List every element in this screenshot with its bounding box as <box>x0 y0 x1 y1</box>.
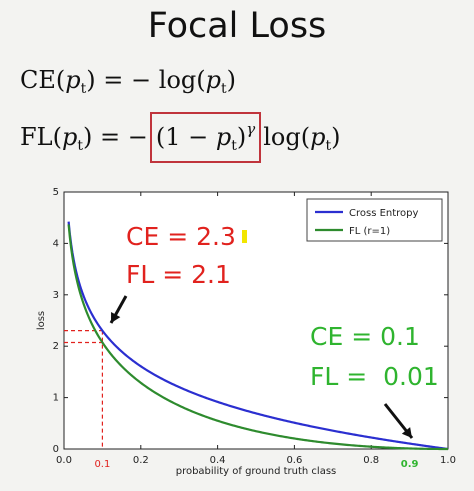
modulating-factor-box: (1 − pt)γ <box>149 112 262 163</box>
fl-box-sub: t <box>231 138 237 154</box>
x-tick-label: 1.0 <box>440 455 456 466</box>
y-tick-label: 4 <box>53 238 59 249</box>
ce-lhs-arg: p <box>65 66 81 94</box>
fl-box-arg: p <box>215 123 232 151</box>
arrow-low-loss-head <box>401 427 412 438</box>
marked-x-label-0: 0.1 <box>94 459 110 470</box>
fl-log-open: log( <box>263 123 311 151</box>
legend-label-0: Cross Entropy <box>349 208 419 219</box>
legend-box <box>306 198 443 242</box>
annotation-ce-high-text: CE = 2.3 <box>126 222 236 251</box>
ce-lhs: CE <box>20 66 56 94</box>
annotation-ce-high: CE = 2.3 <box>126 222 247 251</box>
x-tick-label: 0.2 <box>133 455 149 466</box>
annotation-fl-low: FL = 0.01 <box>310 362 439 391</box>
ce-rhs: − log( <box>131 66 206 94</box>
page-title: Focal Loss <box>147 6 327 46</box>
ce-equals: = <box>103 66 124 94</box>
gamma-exponent: γ <box>246 120 256 138</box>
fl-minus: − <box>127 123 148 151</box>
x-tick-label: 0.6 <box>286 455 302 466</box>
y-tick-label: 1 <box>53 393 59 404</box>
ce-rhs-sub: t <box>221 81 227 97</box>
ce-lhs-sub: t <box>80 81 87 97</box>
legend-label-1: FL (r=1) <box>349 226 390 237</box>
fl-equals: = <box>99 123 121 151</box>
ce-equation: CE(pt) = − log(pt) <box>20 66 237 97</box>
fl-log-sub: t <box>325 138 332 154</box>
fl-log-close: ) <box>331 123 341 151</box>
annotation-fl-high: FL = 2.1 <box>126 260 231 289</box>
fl-lhs-sub: t <box>77 138 83 154</box>
y-tick-label: 2 <box>53 341 59 352</box>
series-line-0 <box>67 221 449 451</box>
y-axis-label: loss <box>36 311 47 330</box>
x-tick-label: 0.0 <box>56 455 72 466</box>
arrow-high-loss-head <box>111 312 121 323</box>
x-axis-label: probability of ground truth class <box>176 466 337 477</box>
y-tick-label: 0 <box>53 444 59 455</box>
x-tick-label: 0.4 <box>210 455 226 466</box>
ce-rhs-arg: p <box>205 66 221 94</box>
fl-box-open: (1 − <box>155 123 216 151</box>
highlight-mark <box>241 230 247 243</box>
fl-box-close: ) <box>236 123 247 151</box>
fl-equation: FL(pt) = − (1 − pt)γ log(pt) <box>20 112 340 163</box>
y-tick-label: 5 <box>53 187 59 198</box>
x-tick-label: 0.8 <box>363 455 379 466</box>
fl-log-arg: p <box>310 123 326 151</box>
fl-lhs: FL <box>20 123 53 151</box>
ce-rhs-close: ) <box>226 66 237 94</box>
annotation-ce-low: CE = 0.1 <box>310 322 420 351</box>
y-tick-label: 3 <box>53 290 59 301</box>
series-line-1 <box>67 224 448 451</box>
marked-x-label-1: 0.9 <box>401 459 419 470</box>
fl-lhs-arg: p <box>61 123 78 151</box>
